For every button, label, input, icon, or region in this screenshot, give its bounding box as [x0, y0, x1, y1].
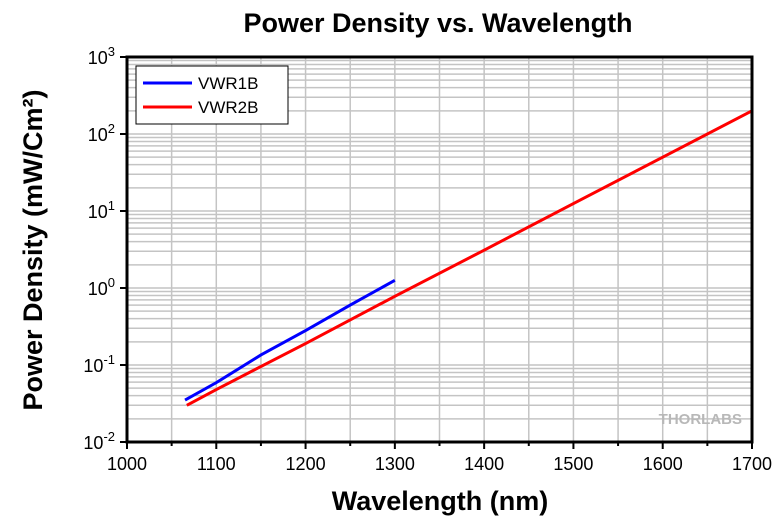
- legend-box: [135, 65, 289, 125]
- y-tick-label: 100: [88, 275, 115, 299]
- y-tick-label: 10-1: [83, 352, 115, 376]
- legend-label-vwr1b: VWR1B: [198, 74, 258, 93]
- y-tick-label: 10-2: [83, 429, 115, 453]
- series-line-vwr1b: [184, 278, 396, 402]
- thorlabs-watermark: THORLABS: [659, 411, 742, 428]
- grid: [127, 57, 752, 442]
- x-tick-label: 1300: [375, 454, 415, 474]
- x-tick-label: 1400: [464, 454, 504, 474]
- y-axis-label-text: Power Density (mW/Cm²): [18, 89, 48, 410]
- legend-label-vwr2b: VWR2B: [198, 98, 258, 117]
- series-layer: [184, 109, 753, 407]
- x-tick-label: 1600: [643, 454, 683, 474]
- chart-title: Power Density vs. Wavelength: [243, 8, 632, 38]
- y-tick-label: 102: [88, 121, 115, 145]
- x-tick-label: 1200: [286, 454, 326, 474]
- legend: VWR1B VWR2B: [135, 65, 289, 125]
- x-tick-label: 1100: [197, 454, 236, 474]
- x-tick-label: 1700: [732, 454, 772, 474]
- x-tick-label: 1000: [107, 454, 147, 474]
- series-line-vwr2b: [186, 109, 753, 407]
- y-tick-label: 103: [88, 44, 115, 68]
- y-axis-label: Power Density (mW/Cm²): [18, 89, 48, 410]
- axis-ticks: 1000 1100 1200 1300 1400 1500 1600 1700 10-2 10-1…: [83, 44, 772, 474]
- x-axis-label: Wavelength (nm): [332, 486, 549, 516]
- y-tick-label: 101: [88, 198, 115, 222]
- x-tick-label: 1500: [553, 454, 593, 474]
